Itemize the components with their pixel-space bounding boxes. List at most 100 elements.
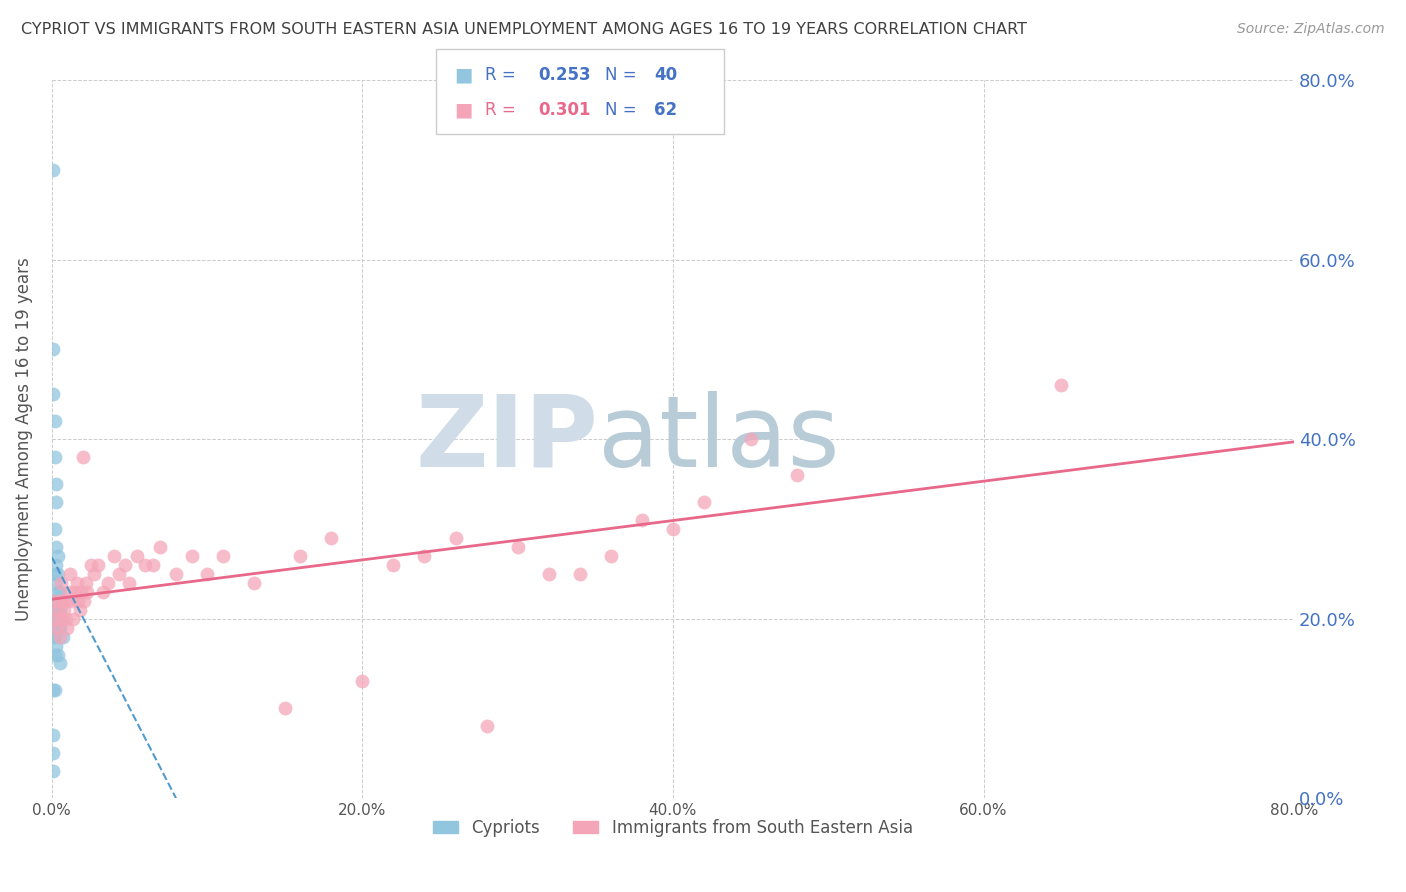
Point <box>52 630 75 644</box>
Point <box>42 630 65 644</box>
Point <box>46 602 69 616</box>
Text: ■: ■ <box>454 65 472 84</box>
Point <box>42 683 65 698</box>
Point <box>67 593 90 607</box>
Point <box>42 621 65 635</box>
Text: Source: ZipAtlas.com: Source: ZipAtlas.com <box>1237 22 1385 37</box>
Point <box>46 584 69 599</box>
Point <box>42 343 65 357</box>
Point <box>46 621 69 635</box>
Point <box>63 584 86 599</box>
Point <box>45 477 67 491</box>
Point <box>114 558 136 572</box>
Point <box>83 566 105 581</box>
Point <box>475 719 498 733</box>
Point <box>55 611 77 625</box>
Point <box>48 630 70 644</box>
Point <box>76 584 98 599</box>
Point <box>46 566 69 581</box>
Point <box>321 531 343 545</box>
Point <box>142 558 165 572</box>
Point <box>45 575 67 590</box>
Text: R =: R = <box>485 66 522 84</box>
Point <box>45 495 67 509</box>
Point <box>568 566 591 581</box>
Point <box>59 566 82 581</box>
Legend: Cypriots, Immigrants from South Eastern Asia: Cypriots, Immigrants from South Eastern … <box>426 813 920 844</box>
Point <box>46 549 69 563</box>
Point <box>44 611 66 625</box>
Text: 0.253: 0.253 <box>538 66 591 84</box>
Point <box>44 522 66 536</box>
Point <box>352 674 374 689</box>
Point <box>740 432 762 446</box>
Point <box>45 621 67 635</box>
Point <box>42 611 65 625</box>
Point <box>79 558 101 572</box>
Point <box>73 593 96 607</box>
Text: R =: R = <box>485 102 522 120</box>
Point <box>42 728 65 742</box>
Point <box>48 602 70 616</box>
Point <box>75 575 97 590</box>
Point <box>65 575 87 590</box>
Point <box>49 611 72 625</box>
Point <box>107 566 129 581</box>
Point <box>69 602 91 616</box>
Point <box>118 575 141 590</box>
Point <box>786 467 808 482</box>
Point <box>44 648 66 662</box>
Text: ■: ■ <box>454 101 472 120</box>
Point <box>44 611 66 625</box>
Point <box>45 540 67 554</box>
Point <box>44 593 66 607</box>
Point <box>97 575 120 590</box>
Point <box>42 746 65 760</box>
Point <box>195 566 218 581</box>
Text: N =: N = <box>605 102 641 120</box>
Point <box>56 621 79 635</box>
Point <box>382 558 405 572</box>
Point <box>87 558 110 572</box>
Point <box>127 549 149 563</box>
Point <box>290 549 312 563</box>
Point <box>631 513 654 527</box>
Text: 0.301: 0.301 <box>538 102 591 120</box>
Point <box>72 450 94 464</box>
Point <box>45 593 67 607</box>
Point <box>48 593 70 607</box>
Point <box>60 593 83 607</box>
Point <box>42 387 65 401</box>
Point <box>49 575 72 590</box>
Point <box>693 495 716 509</box>
Text: 62: 62 <box>654 102 676 120</box>
Point <box>134 558 156 572</box>
Point <box>537 566 560 581</box>
Text: N =: N = <box>605 66 641 84</box>
Text: atlas: atlas <box>599 391 839 488</box>
Point <box>48 621 70 635</box>
Point <box>42 764 65 779</box>
Point <box>149 540 172 554</box>
Point <box>413 549 436 563</box>
Point <box>46 648 69 662</box>
Point <box>44 414 66 428</box>
Point <box>48 657 70 671</box>
Point <box>180 549 202 563</box>
Point <box>91 584 114 599</box>
Point <box>70 584 93 599</box>
Point <box>62 611 84 625</box>
Point <box>56 593 79 607</box>
Point <box>44 630 66 644</box>
Point <box>506 540 529 554</box>
Y-axis label: Unemployment Among Ages 16 to 19 years: Unemployment Among Ages 16 to 19 years <box>15 257 32 621</box>
Point <box>52 593 75 607</box>
Point <box>1050 378 1073 392</box>
Point <box>53 602 76 616</box>
Point <box>42 593 65 607</box>
Point <box>45 611 67 625</box>
Point <box>42 162 65 177</box>
Point <box>49 611 72 625</box>
Point <box>165 566 187 581</box>
Point <box>45 639 67 653</box>
